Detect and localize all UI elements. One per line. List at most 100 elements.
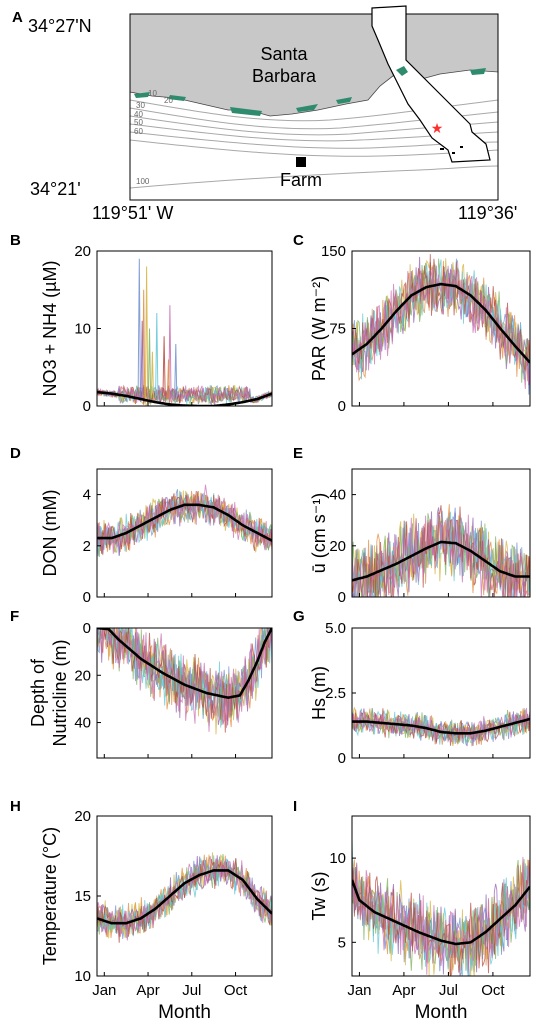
y-axis-label: Tw (s) bbox=[309, 872, 329, 921]
y-tick-label: 5.0 bbox=[325, 620, 346, 637]
spike-line bbox=[147, 328, 152, 403]
y-tick-label: 75 bbox=[329, 321, 346, 338]
year-series-line bbox=[97, 384, 272, 404]
year-series-line bbox=[352, 265, 530, 390]
year-series-line bbox=[352, 505, 530, 597]
map-kelp-beds bbox=[134, 68, 486, 116]
mean-line bbox=[352, 282, 530, 364]
noise-series-group bbox=[97, 628, 272, 735]
axes-frame bbox=[96, 468, 273, 598]
contour-label-40: 40 bbox=[134, 110, 143, 119]
mean-line bbox=[97, 869, 272, 925]
axes-frame bbox=[351, 468, 531, 598]
mean-line bbox=[352, 540, 530, 582]
contour-label-60: 60 bbox=[134, 127, 143, 136]
axes-frame bbox=[351, 815, 531, 977]
map-lat-bottom: 34°21' bbox=[30, 179, 81, 199]
panel-i: I 5 10 Jan Apr Jul Oct Month Tw (s) bbox=[293, 798, 531, 1023]
y-tick-label: 0 bbox=[338, 589, 346, 606]
y-tick-label: 10 bbox=[74, 321, 91, 338]
x-tick-label: Jan bbox=[347, 982, 371, 999]
y-tick-label: 40 bbox=[329, 487, 346, 504]
contour-label-100: 100 bbox=[136, 177, 150, 186]
x-tick-label: Oct bbox=[224, 982, 248, 999]
year-series-line bbox=[352, 254, 530, 371]
mean-line bbox=[352, 717, 530, 735]
inset-bay bbox=[396, 66, 408, 76]
spike-line bbox=[137, 258, 141, 403]
x-tick-label: Oct bbox=[481, 982, 505, 999]
mean-line bbox=[97, 628, 272, 700]
spike-line bbox=[174, 343, 178, 403]
map-city-line1: Santa bbox=[260, 44, 308, 64]
panel-letter-b: B bbox=[10, 232, 21, 249]
spike-line bbox=[155, 312, 159, 403]
y-tick-label: 150 bbox=[321, 243, 346, 260]
x-tick-label: Apr bbox=[136, 982, 159, 999]
inset-islands bbox=[440, 146, 463, 154]
y-tick-label: 15 bbox=[74, 888, 91, 905]
x-axis-label: Month bbox=[158, 1002, 211, 1023]
year-series-line bbox=[352, 513, 530, 597]
study-site-star-icon: ★ bbox=[431, 120, 444, 136]
year-series-line bbox=[97, 856, 272, 941]
x-tick-label: Jan bbox=[92, 982, 116, 999]
spike-line bbox=[150, 351, 155, 403]
y-tick-label: 20 bbox=[329, 538, 346, 555]
panel-letter-g: G bbox=[293, 608, 305, 625]
y-tick-label: 10 bbox=[74, 968, 91, 985]
y-axis-label-line1: Depth of bbox=[28, 658, 48, 727]
mean-line bbox=[352, 879, 530, 946]
year-series-line bbox=[352, 707, 530, 744]
map-lon-right: 119°36' bbox=[458, 203, 517, 223]
y-axis-label: DON (mM) bbox=[40, 490, 60, 577]
y-axis-label: NO3 + NH4 (µM) bbox=[40, 261, 60, 397]
spike-line bbox=[140, 320, 144, 403]
panel-letter-e: E bbox=[293, 445, 303, 462]
y-tick-label: 20 bbox=[74, 667, 91, 684]
panel-letter-h: H bbox=[10, 798, 21, 815]
panel-letter-d: D bbox=[10, 445, 21, 462]
noise-series-group bbox=[352, 837, 530, 976]
contour-label-50: 50 bbox=[134, 118, 143, 127]
year-series-line bbox=[352, 856, 530, 975]
y-tick-label: 40 bbox=[74, 715, 91, 732]
year-series-line bbox=[97, 858, 272, 943]
y-axis-label-line2: Nutricline (m) bbox=[50, 639, 70, 746]
panel-d: D 0 2 4 DON (mM) bbox=[10, 445, 273, 606]
axes-frame bbox=[96, 627, 273, 759]
california-outline bbox=[371, 5, 491, 163]
y-tick-label: 0 bbox=[83, 620, 91, 637]
map-lat-top: 34°27'N bbox=[28, 16, 92, 36]
contour-label-20: 20 bbox=[164, 96, 173, 105]
year-series-line bbox=[97, 855, 272, 937]
x-axis-label: Month bbox=[415, 1002, 468, 1023]
y-tick-label: 10 bbox=[329, 850, 346, 867]
y-tick-label: 0 bbox=[83, 398, 91, 415]
y-tick-label: 20 bbox=[74, 243, 91, 260]
y-tick-label: 0 bbox=[338, 750, 346, 767]
noise-series-group bbox=[97, 852, 272, 943]
farm-marker bbox=[296, 157, 306, 167]
x-tick-label: Jul bbox=[439, 982, 458, 999]
axes-frame bbox=[96, 250, 273, 407]
map-frame bbox=[129, 13, 499, 201]
mean-line bbox=[97, 503, 272, 542]
panel-letter-f: F bbox=[10, 608, 19, 625]
panel-f: F 0 20 40 Depth of Nutricline (m) bbox=[10, 608, 273, 759]
y-tick-label: 2 bbox=[83, 538, 91, 555]
year-series-line bbox=[352, 256, 530, 386]
noise-series-group bbox=[352, 504, 530, 597]
y-tick-label: 5 bbox=[338, 934, 346, 951]
panel-letter-a: A bbox=[12, 9, 23, 26]
map-city-line2: Barbara bbox=[252, 66, 317, 86]
y-tick-label: 20 bbox=[74, 808, 91, 825]
y-axis-label: Temperature (°C) bbox=[40, 827, 60, 965]
y-tick-label: 0 bbox=[338, 398, 346, 415]
panel-c: C 0 75 150 PAR (W m⁻²) bbox=[293, 232, 531, 415]
noise-series-group bbox=[352, 254, 530, 395]
contour-label-30: 30 bbox=[136, 101, 145, 110]
y-axis-label: Hs (m) bbox=[309, 666, 329, 720]
spike-line bbox=[144, 266, 149, 403]
